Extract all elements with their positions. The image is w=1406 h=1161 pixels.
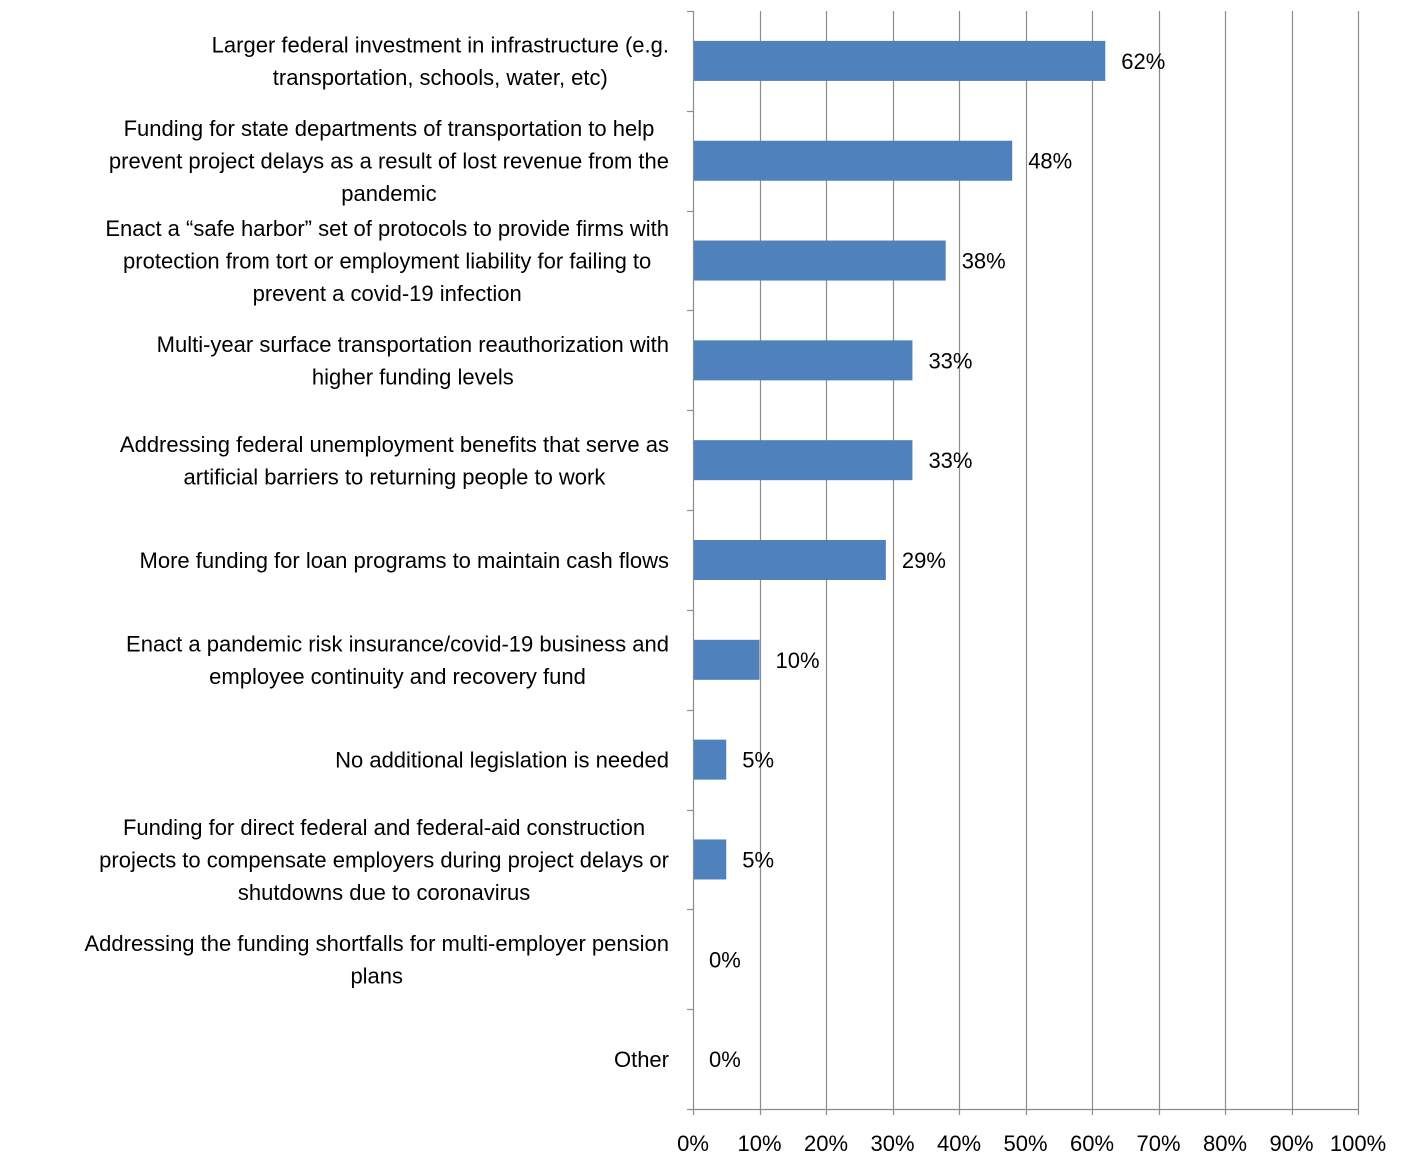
x-tick-label: 90%: [1269, 1131, 1313, 1156]
category-label: plans: [350, 964, 403, 989]
category-label: projects to compensate employers during …: [99, 847, 669, 872]
labels: 0% 10% 20% 30% 40% 50% 60% 70% 80% 90% 100% 62% Larg…: [84, 33, 1386, 1156]
bar: [694, 140, 1013, 181]
x-tick-label: 30%: [870, 1131, 914, 1156]
data-label: 5%: [742, 847, 774, 872]
axes: [687, 10, 1360, 1115]
category-label: shutdowns due to coronavirus: [238, 880, 530, 905]
data-label: 29%: [902, 548, 946, 573]
category-label: More funding for loan programs to mainta…: [140, 548, 669, 573]
data-label: 0%: [709, 1047, 741, 1072]
x-tick-label: 100%: [1330, 1131, 1386, 1156]
data-label: 0%: [709, 947, 741, 972]
category-label: protection from tort or employment liabi…: [123, 249, 651, 274]
category-label: No additional legislation is needed: [335, 748, 669, 773]
category-label: Addressing the funding shortfalls for mu…: [84, 931, 669, 956]
bars: [694, 40, 1106, 880]
x-tick-label: 10%: [737, 1131, 781, 1156]
category-label: Funding for state departments of transpo…: [124, 116, 655, 141]
category-label: prevent a covid-19 infection: [253, 281, 522, 306]
category-label: employee continuity and recovery fund: [209, 664, 586, 689]
category-label: Other: [614, 1047, 669, 1072]
x-tick-label: 40%: [937, 1131, 981, 1156]
x-tick-label: 60%: [1070, 1131, 1114, 1156]
data-label: 33%: [928, 348, 972, 373]
category-label: Enact a pandemic risk insurance/covid-19…: [126, 632, 669, 657]
bar: [694, 40, 1106, 81]
x-tick-label: 70%: [1136, 1131, 1180, 1156]
x-tick-label: 50%: [1003, 1131, 1047, 1156]
grid-lines: [759, 11, 1360, 1109]
bar: [694, 739, 727, 780]
bar: [694, 340, 913, 381]
data-label: 33%: [928, 448, 972, 473]
data-label: 48%: [1028, 149, 1072, 174]
x-tick-label: 20%: [804, 1131, 848, 1156]
data-label: 10%: [776, 648, 820, 673]
category-label: Addressing federal unemployment benefits…: [120, 432, 669, 457]
category-label: prevent project delays as a result of lo…: [109, 149, 669, 174]
data-label: 38%: [962, 249, 1006, 274]
category-label: Multi-year surface transportation reauth…: [157, 332, 669, 357]
category-label: transportation, schools, water, etc): [273, 65, 608, 90]
bar: [694, 639, 760, 680]
x-tick-label: 80%: [1203, 1131, 1247, 1156]
bar: [694, 440, 913, 481]
category-label: Larger federal investment in infrastruct…: [212, 33, 669, 58]
category-label: Enact a “safe harbor” set of protocols t…: [105, 216, 669, 241]
category-label: pandemic: [341, 181, 436, 206]
category-label: artificial barriers to returning people …: [184, 464, 607, 489]
data-label: 5%: [742, 748, 774, 773]
category-label: higher funding levels: [312, 365, 514, 390]
bar: [694, 540, 886, 580]
category-label: Funding for direct federal and federal-a…: [123, 815, 645, 840]
bar: [694, 839, 727, 880]
bar: [694, 240, 946, 281]
x-tick-label: 0%: [677, 1131, 709, 1156]
data-label: 62%: [1121, 49, 1165, 74]
